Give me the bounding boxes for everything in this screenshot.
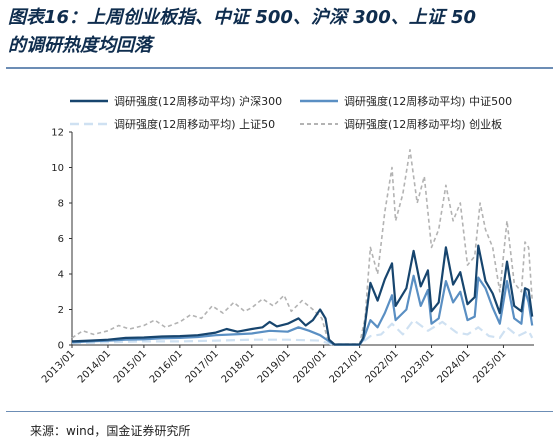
x-tick-label: 2025/01: [471, 348, 508, 385]
figure-title-line1: 图表16：上周创业板指、中证 500、沪深 300、上证 50: [8, 7, 477, 28]
x-tick-label: 2014/01: [76, 348, 113, 385]
figure-title: 图表16：上周创业板指、中证 500、沪深 300、上证 50 的调研热度均回落: [8, 4, 553, 60]
legend-label-3: 调研强度(12周移动平均) 创业板: [344, 117, 502, 131]
x-tick-label: 2021/01: [328, 348, 365, 385]
x-tick-label: 2023/01: [399, 348, 436, 385]
chart-axes: 0246810122013/012014/012015/012016/01201…: [40, 128, 534, 385]
y-tick-label: 2: [58, 305, 64, 316]
series-line-2: [71, 319, 534, 346]
x-tick-label: 2024/01: [435, 348, 472, 385]
chart-legend: 调研强度(12周移动平均) 沪深300 调研强度(12周移动平均) 中证500 调研…: [70, 94, 512, 131]
x-tick-label: 2013/01: [40, 348, 77, 385]
y-tick-label: 4: [58, 270, 64, 281]
legend-label-0: 调研强度(12周移动平均) 沪深300: [114, 94, 282, 108]
y-tick-label: 8: [58, 199, 64, 210]
legend-label-2: 调研强度(12周移动平均) 上证50: [114, 117, 275, 131]
y-tick-label: 12: [51, 128, 64, 139]
series-line-0: [71, 244, 534, 346]
y-tick-label: 0: [58, 341, 64, 352]
x-tick-label: 2020/01: [292, 348, 329, 385]
chart-series: [71, 149, 534, 346]
x-tick-label: 2019/01: [256, 348, 293, 385]
title-rule: [6, 67, 553, 69]
x-tick-label: 2017/01: [184, 348, 221, 385]
x-tick-label: 2016/01: [148, 348, 185, 385]
y-tick-label: 6: [58, 234, 64, 245]
x-tick-label: 2022/01: [364, 348, 401, 385]
source-note: 来源：wind，国金证券研究所: [30, 424, 191, 438]
source-rule: [6, 411, 553, 412]
figure-title-line2: 的调研热度均回落: [8, 35, 152, 56]
x-tick-label: 2015/01: [112, 348, 149, 385]
series-line-3: [71, 149, 533, 345]
x-tick-label: 2018/01: [220, 348, 257, 385]
legend-label-1: 调研强度(12周移动平均) 中证500: [344, 94, 512, 108]
series-line-1: [71, 274, 534, 346]
y-tick-label: 10: [51, 163, 64, 174]
